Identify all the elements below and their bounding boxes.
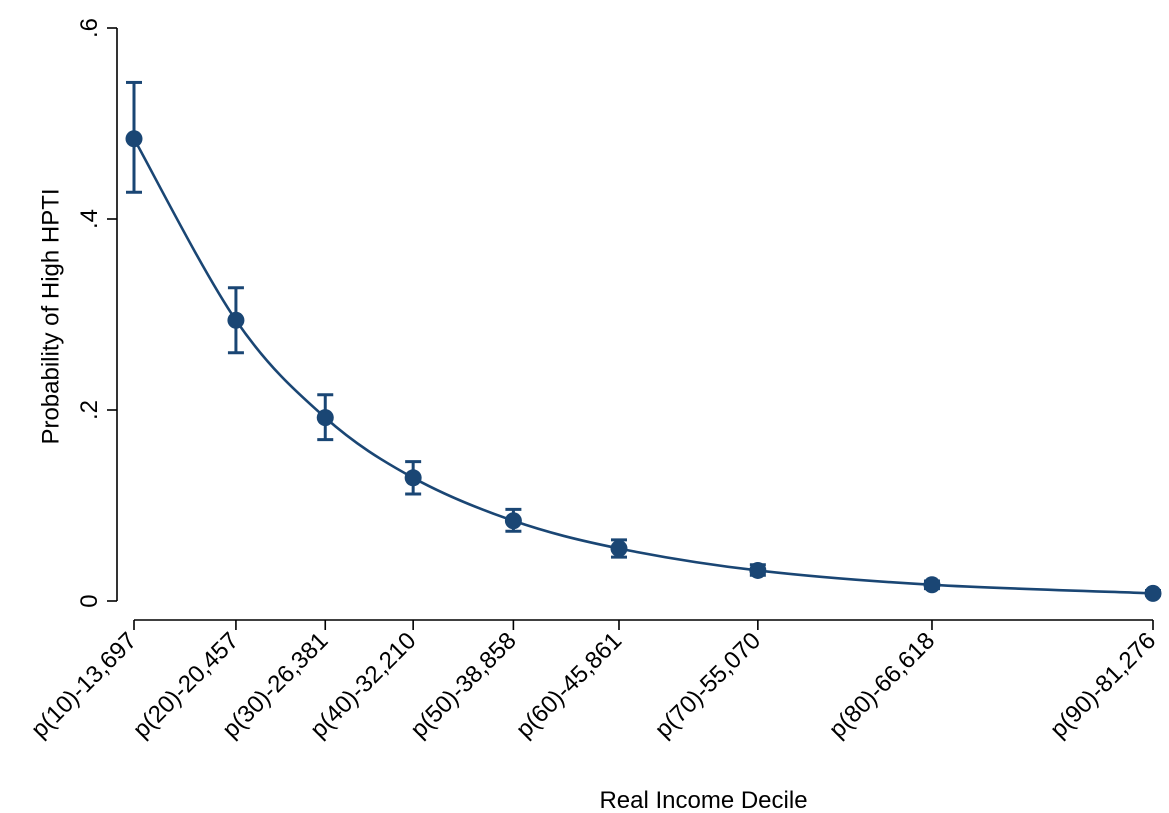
data-point — [125, 130, 143, 148]
series-line — [132, 138, 1154, 595]
series-line-layer — [132, 138, 1154, 595]
y-tick-label: .2 — [76, 400, 103, 420]
y-tick-label: .4 — [76, 209, 103, 229]
data-point — [749, 561, 767, 579]
data-point — [227, 311, 245, 329]
data-points-layer — [125, 130, 1162, 602]
y-tick-label: .6 — [76, 18, 103, 38]
data-point — [504, 512, 522, 530]
data-point — [610, 539, 628, 557]
data-point — [923, 576, 941, 594]
x-tick-label: p(80)-66,618 — [824, 627, 940, 743]
x-tick-label: p(10)-13,697 — [26, 627, 142, 743]
error-bars-layer — [126, 80, 1161, 597]
data-point — [404, 469, 422, 487]
x-tick-label: p(60)-45,861 — [511, 627, 627, 743]
x-tick-label: p(70)-55,070 — [650, 627, 766, 743]
x-tick-label: p(90)-81,276 — [1045, 627, 1161, 743]
axes-layer — [116, 28, 1153, 621]
data-point — [316, 409, 334, 427]
x-tick-label: p(50)-38,858 — [405, 627, 521, 743]
data-point — [1144, 584, 1162, 602]
y-axis-title: Probability of High HPTI — [37, 188, 64, 444]
y-tick-label: 0 — [76, 594, 103, 607]
ticks-layer: 0.2.4.6p(10)-13,697p(20)-20,457p(30)-26,… — [26, 18, 1161, 743]
x-axis-title: Real Income Decile — [599, 787, 807, 813]
